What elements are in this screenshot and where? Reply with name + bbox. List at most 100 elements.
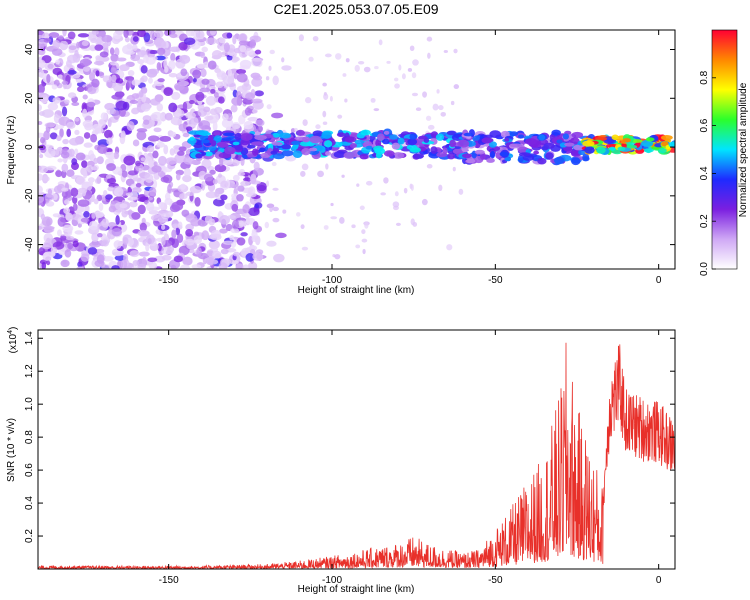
spectrogram-cell [249, 39, 256, 49]
spectrogram-cell [409, 133, 418, 140]
spectrogram-cell [202, 106, 211, 113]
spectrogram-cell [394, 83, 400, 89]
spectrogram-cell [533, 150, 540, 155]
spectrogram-cell [180, 183, 186, 190]
spectrogram-cell [207, 60, 217, 70]
spectrogram-cell [208, 218, 216, 226]
spectrogram-cell [45, 256, 52, 262]
spectrogram-panel: -150 -100 -50 0 -40 -20 0 20 40 Height of strai… [6, 29, 676, 296]
spectrogram-cell [158, 215, 164, 225]
spectrogram-cell [231, 219, 240, 230]
spectrogram-cell [82, 94, 88, 100]
spectrogram-cell [178, 41, 188, 51]
spectrogram-cell [115, 100, 128, 111]
spectrogram-cell [46, 260, 51, 266]
spectrogram-cell [362, 248, 366, 255]
spectrogram-cell [147, 77, 153, 84]
spectrogram-cell [185, 223, 195, 231]
spectrogram-cell [66, 128, 72, 138]
y-tick-label: 40 [24, 44, 35, 56]
spectrogram-cell [245, 217, 256, 225]
spectrogram-cell [323, 225, 329, 230]
spectrogram-cell [301, 148, 311, 156]
spectrogram-cell [148, 187, 157, 197]
spectrogram-cell [131, 107, 140, 115]
spectrogram-cell [213, 198, 225, 207]
spectrogram-cell [244, 212, 250, 219]
spectrogram-cell [140, 75, 148, 83]
spectrogram-cell [68, 148, 75, 158]
spectrogram-cell [235, 263, 245, 269]
y-tick-label: 0.2 [24, 529, 35, 543]
spectrogram-cell [39, 154, 44, 159]
spectrogram-cell [38, 121, 43, 126]
spectrogram-cell [100, 264, 111, 269]
spectrogram-cell [38, 43, 45, 50]
spectrogram-cell [185, 30, 194, 37]
spectrogram-cell [114, 30, 125, 36]
spectrogram-cell [74, 117, 80, 122]
spectrogram-cell [155, 55, 166, 61]
spectrogram-cell [325, 163, 329, 170]
spectrogram-cell [163, 174, 173, 184]
x-tick-label: -50 [488, 275, 503, 286]
spectrogram-cell [47, 102, 59, 111]
spectrogram-cell [321, 131, 332, 139]
spectrogram-cell [68, 137, 81, 146]
spectrogram-cell [194, 197, 201, 207]
spectrogram-cell [571, 157, 581, 166]
spectrogram-cell [322, 110, 327, 118]
spectrogram-cell [266, 240, 277, 247]
spectrogram-cell [51, 48, 63, 56]
spectrogram-cell [44, 193, 54, 201]
spectrogram-cell [109, 47, 115, 56]
spectrogram-cell [240, 156, 245, 167]
spectrogram-cell [74, 129, 80, 135]
spectrogram-cell [153, 30, 164, 38]
spectrogram-cell [43, 130, 50, 141]
spectrogram-cell [65, 235, 75, 241]
spectrogram-cell [42, 176, 50, 182]
spectrogram-cell [182, 175, 192, 183]
spectrogram-cell [517, 154, 524, 163]
spectrogram-cell [608, 146, 616, 151]
spectrogram-cell [330, 202, 334, 207]
y-tick-label: 20 [24, 92, 35, 104]
spectrogram-cell [54, 124, 65, 129]
spectrogram-cell [361, 229, 366, 235]
spectrogram-cell [38, 83, 45, 94]
spectrogram-cell [132, 36, 139, 42]
spectrogram-cell [242, 204, 250, 214]
spectrogram-cell [389, 134, 398, 140]
spectrogram-cell [170, 53, 176, 62]
spectrogram-cell [168, 60, 176, 70]
spectrogram-cell [52, 96, 61, 104]
spectrogram-cell [272, 217, 280, 223]
spectrogram-cell [153, 127, 162, 133]
spectrogram-cell [192, 77, 197, 83]
spectrogram-ylabel: Frequency (Hz) [6, 116, 17, 185]
spectrogram-cell [81, 160, 88, 168]
spectrogram-cell [157, 170, 166, 178]
spectrogram-cell [157, 78, 165, 83]
spectrogram-cell [298, 34, 304, 42]
spectrogram-cell [336, 132, 346, 138]
spectrogram-cell [188, 100, 195, 105]
spectrogram-cell [308, 56, 314, 62]
spectrogram-cell [232, 56, 240, 62]
spectrogram-cell [238, 220, 245, 227]
spectrogram-cell [315, 124, 321, 130]
snr-frame [37, 329, 676, 570]
spectrogram-cell [61, 106, 68, 117]
spectrogram-cell [226, 215, 236, 220]
spectrogram-cell [110, 67, 117, 74]
spectrogram-cell [252, 252, 264, 261]
spectrogram-cell [254, 49, 262, 55]
spectrogram-cell [275, 232, 287, 239]
spectrogram-cell [46, 165, 57, 171]
spectrogram-cell [169, 204, 181, 213]
spectrogram-cell [38, 68, 45, 78]
spectrogram-cell [158, 155, 167, 166]
spectrogram-cell [146, 202, 155, 212]
spectrogram-cell [151, 165, 162, 173]
